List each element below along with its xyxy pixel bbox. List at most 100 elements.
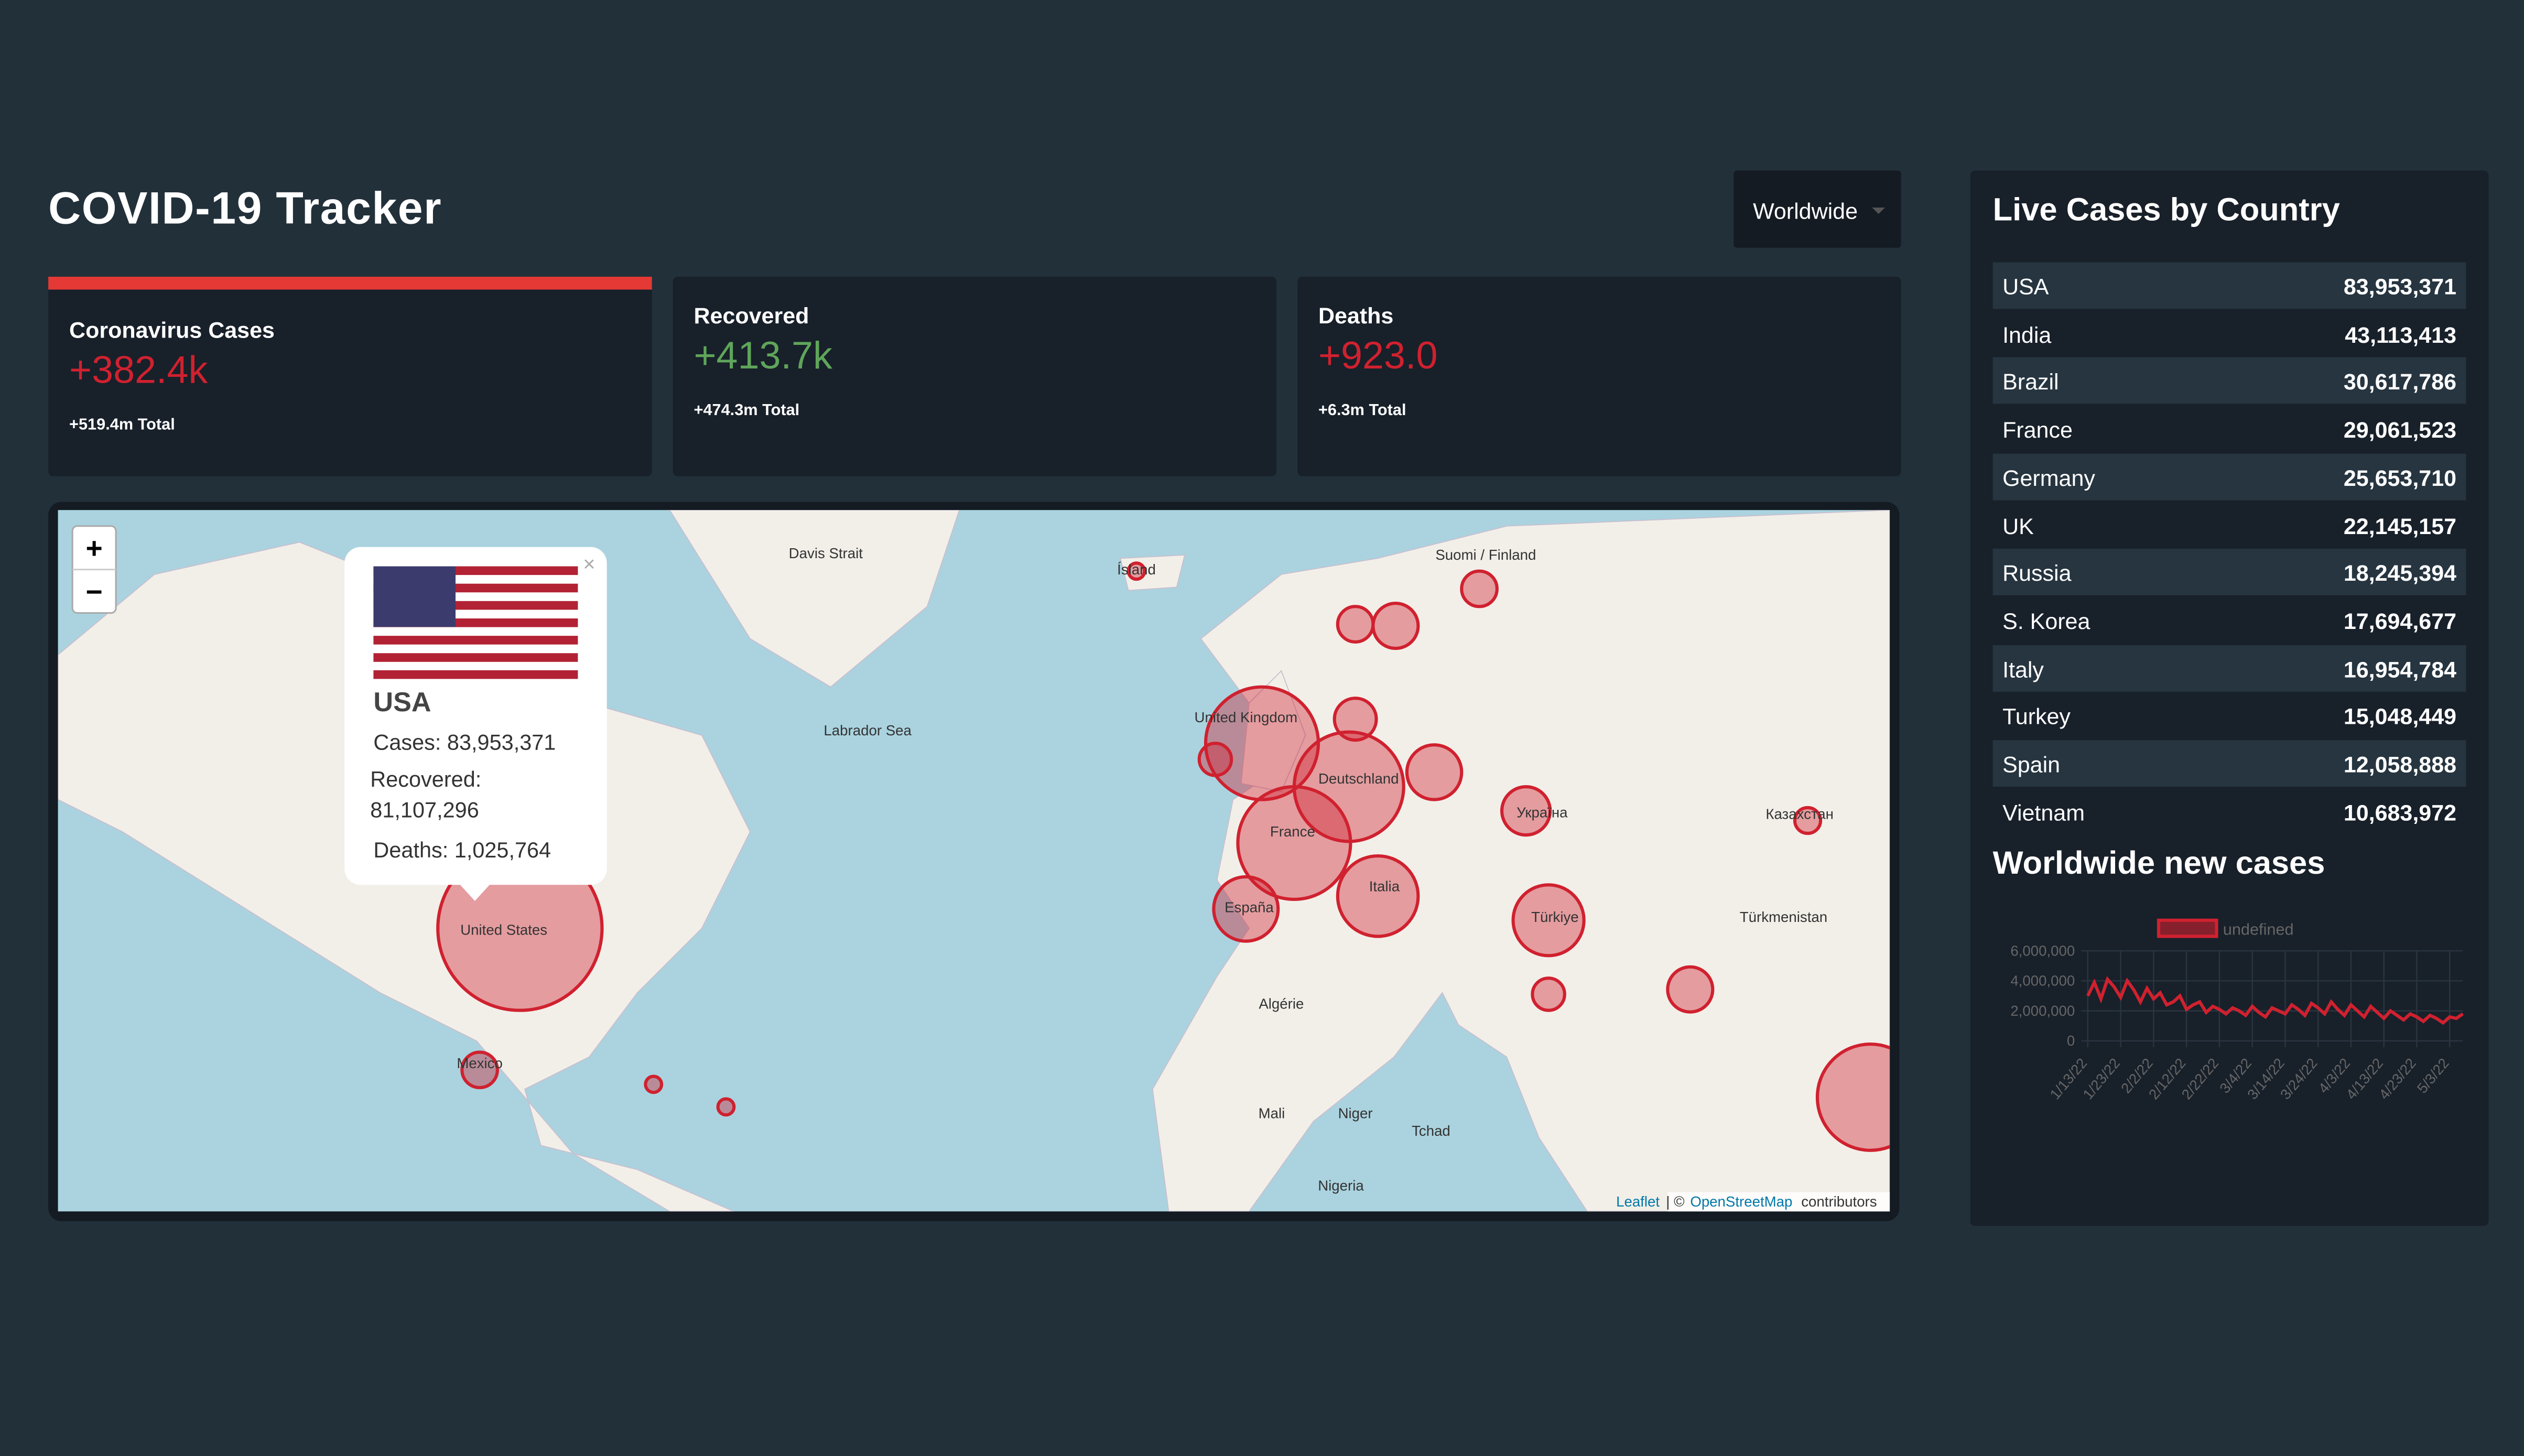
page-title: COVID-19 Tracker	[48, 183, 442, 234]
attribution-link[interactable]: OpenStreetMap	[1690, 1193, 1792, 1210]
map-label: España	[1225, 899, 1274, 915]
cell-country: UK	[2002, 512, 2034, 538]
chart-title: Worldwide new cases	[1992, 846, 2325, 882]
table-row: S. Korea 17,694,677	[1993, 596, 2466, 643]
table-row: UK 22,145,157	[1993, 501, 2466, 548]
stat-title: Deaths	[1318, 302, 1394, 329]
cell-cases: 12,058,888	[2343, 751, 2457, 777]
popup-tip	[459, 883, 491, 901]
popup-cases: Cases: 83,953,371	[373, 730, 556, 754]
attribution-link[interactable]: Leaflet	[1616, 1193, 1660, 1210]
cell-country: USA	[2002, 273, 2049, 299]
map-label: Niger	[1338, 1105, 1373, 1121]
table-row: Spain 12,058,888	[1992, 740, 2466, 787]
zoom-in[interactable]: +	[86, 532, 103, 564]
popup: × USA Cases: 83,953,371 Recovered: 81,10…	[344, 547, 607, 901]
map[interactable]: Davis Strait Ísland Labrador Sea United Kin…	[58, 510, 1890, 1212]
attribution-bg	[1667, 1192, 1890, 1212]
table-row: Germany 25,653,710	[1992, 453, 2466, 501]
y-tick-label: 4,000,000	[2010, 973, 2075, 989]
cell-cases: 17,694,677	[2343, 607, 2457, 634]
stat-title: Coronavirus Cases	[69, 317, 275, 343]
table-row: Vietnam 10,683,972	[1993, 788, 2466, 834]
map-label: Mexico	[457, 1055, 503, 1071]
cell-cases: 15,048,449	[2343, 703, 2457, 730]
active-bar	[48, 276, 652, 290]
popup-deaths: Deaths: 1,025,764	[373, 838, 551, 862]
popup-recovered: Recovered: 81,107,296	[370, 767, 482, 822]
table-row: USA 83,953,371	[1992, 262, 2466, 309]
table-title: Live Cases by Country	[1992, 193, 2340, 229]
cell-country: Germany	[2002, 464, 2095, 491]
map-label: Suomi / Finland	[1435, 547, 1536, 563]
cell-cases: 22,145,157	[2343, 512, 2457, 538]
table-row: Turkey 15,048,449	[1993, 692, 2466, 739]
cell-country: Italy	[2002, 656, 2044, 682]
cell-country: Brazil	[2002, 369, 2059, 395]
y-tick-label: 0	[2067, 1033, 2075, 1049]
cell-country: France	[2002, 417, 2073, 443]
stat-value: +413.7k	[694, 334, 832, 378]
map-label: Nigeria	[1318, 1178, 1364, 1194]
side-panel	[1970, 170, 2489, 1226]
map-label: France	[1270, 823, 1315, 840]
cell-cases: 83,953,371	[2343, 273, 2457, 299]
select-text: Worldwide	[1753, 198, 1858, 224]
map-label: Ísland	[1117, 561, 1156, 578]
legend-label: undefined	[2223, 920, 2294, 938]
cell-cases: 10,683,972	[2343, 799, 2457, 825]
stat-total: +474.3m Total	[694, 402, 800, 420]
map-labels: Davis Strait Ísland Labrador Sea United Kin…	[457, 545, 1834, 1193]
map-label: Türkmenistan	[1740, 909, 1827, 925]
attribution-text: contributors	[1801, 1193, 1877, 1210]
y-tick-label: 2,000,000	[2010, 1003, 2075, 1019]
zoom-out[interactable]: −	[86, 575, 103, 608]
stat-value: +923.0	[1318, 334, 1438, 378]
y-tick-label: 6,000,000	[2010, 942, 2075, 959]
map-label: Deutschland	[1318, 770, 1399, 787]
popup-country: USA	[373, 687, 431, 718]
stat-total: +6.3m Total	[1318, 402, 1406, 420]
cell-cases: 30,617,786	[2343, 369, 2457, 395]
legend-swatch	[2157, 918, 2218, 938]
caret	[1872, 207, 1885, 221]
cell-country: India	[2002, 321, 2052, 347]
map-label: Davis Strait	[789, 545, 863, 561]
chart: 02,000,0004,000,0006,000,0001/13/221/23/…	[2010, 918, 2464, 1102]
cell-country: Turkey	[2002, 703, 2071, 730]
map-label: United States	[460, 921, 547, 938]
map-label: Labrador Sea	[824, 722, 912, 738]
cell-cases: 29,061,523	[2343, 417, 2457, 443]
cell-cases: 18,245,394	[2343, 560, 2457, 586]
country-select[interactable]: Worldwide	[1734, 170, 1901, 248]
map-label: Italia	[1369, 878, 1400, 895]
line	[2086, 976, 2464, 1025]
flag	[373, 566, 578, 679]
popup-close[interactable]: ×	[583, 553, 595, 576]
map-label: Türkiye	[1531, 909, 1579, 925]
table-row: Russia 18,245,394	[1992, 549, 2466, 596]
map-label: Казахстан	[1765, 806, 1833, 822]
map-label: Algérie	[1259, 996, 1304, 1012]
table-row: France 29,061,523	[1993, 406, 2466, 452]
stat-total: +519.4m Total	[69, 417, 175, 434]
table-row: Italy 16,954,784	[1992, 644, 2466, 691]
cell-cases: 25,653,710	[2343, 464, 2457, 491]
cell-cases: 43,113,413	[2345, 321, 2457, 347]
zoom-control: + −	[71, 525, 117, 614]
stat-card: Deaths +923.0 +6.3m Total	[1297, 276, 1901, 476]
map-label: Україна	[1516, 804, 1568, 820]
stat-card: Recovered +413.7k +474.3m Total	[673, 276, 1277, 476]
stat-title: Recovered	[694, 302, 809, 329]
cell-country: Russia	[2002, 560, 2072, 586]
cell-cases: 16,954,784	[2343, 656, 2457, 682]
attribution-text: | ©	[1666, 1193, 1684, 1210]
cell-country: S. Korea	[2002, 607, 2090, 634]
x-tick-label: 5/3/22	[2414, 1055, 2452, 1096]
table-row: India 43,113,413	[1993, 310, 2466, 356]
cell-country: Spain	[2002, 751, 2061, 777]
map-label: Mali	[1259, 1105, 1285, 1121]
table-row: Brazil 30,617,786	[1992, 357, 2466, 405]
